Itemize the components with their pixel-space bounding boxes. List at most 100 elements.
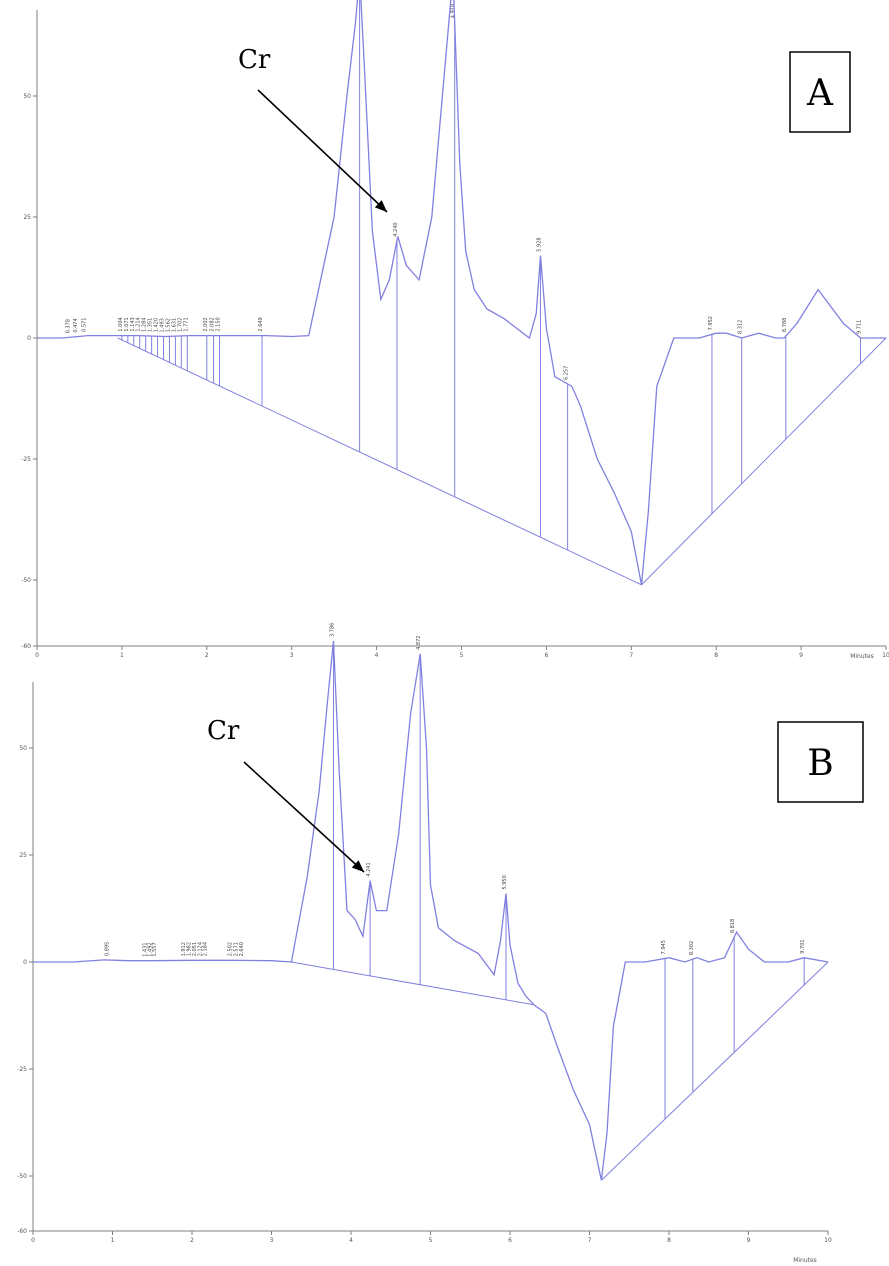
cr-annotation: Cr <box>238 45 271 75</box>
y-tick-label: 0 <box>27 335 31 342</box>
x-tick-label: 6 <box>508 1237 512 1244</box>
cr-arrow-line <box>257 89 388 213</box>
y-tick-label: 0 <box>23 959 27 966</box>
peak-label: 1.431 <box>143 942 149 956</box>
peak-label: 1.631 <box>171 318 177 332</box>
x-tick-label: 8 <box>714 652 718 659</box>
peak-label: 3.786 <box>330 623 336 637</box>
peak-label: 2.082 <box>210 317 216 331</box>
baseline-segment <box>601 961 829 1181</box>
x-axis-label: Minutes <box>850 653 874 660</box>
peak-label: 2.502 <box>228 942 234 956</box>
y-tick-label: -25 <box>17 1066 27 1073</box>
x-tick-label: 7 <box>588 1237 592 1244</box>
y-tick-label: -50 <box>17 1173 27 1180</box>
peak-label: 9.711 <box>857 320 863 334</box>
baseline-segment <box>291 961 534 1006</box>
peak-label: 2.184 <box>202 942 208 956</box>
peak-label: 2.124 <box>198 942 204 956</box>
x-tick-label: 3 <box>270 1237 274 1244</box>
x-tick-label: 10 <box>824 1237 832 1244</box>
peak-label: 1.420 <box>154 318 160 332</box>
x-tick-label: 5 <box>460 652 464 659</box>
baseline-segment <box>117 337 642 586</box>
peak-label: 2.640 <box>239 942 245 956</box>
peak-label: 1.493 <box>160 318 166 332</box>
peak-label: 1.912 <box>181 942 187 956</box>
y-tick-label: -25 <box>21 456 31 463</box>
x-tick-label: 1 <box>120 652 124 659</box>
peak-label: 0.474 <box>73 318 79 332</box>
peak-label: 2.571 <box>233 942 239 956</box>
peak-label: 1.284 <box>142 318 148 332</box>
x-tick-label: 10 <box>882 652 889 659</box>
x-tick-label: 8 <box>667 1237 671 1244</box>
peak-label: 5.950 <box>502 875 508 889</box>
peak-label: 0.378 <box>65 319 71 333</box>
cr-annotation: Cr <box>207 716 240 746</box>
x-tick-label: 2 <box>190 1237 194 1244</box>
chromatogram-trace <box>37 0 886 585</box>
peak-label: 5.928 <box>536 237 542 251</box>
peak-label: 0.571 <box>81 317 87 331</box>
cr-arrow-head <box>374 200 387 212</box>
x-tick-label: 6 <box>544 652 548 659</box>
peak-label: 2.150 <box>216 317 222 331</box>
peak-label: 2.649 <box>258 317 264 331</box>
peak-label: 9.701 <box>800 939 806 953</box>
peak-label: 4.240 <box>393 222 399 236</box>
x-tick-label: 0 <box>35 652 39 659</box>
y-tick-label: -60 <box>17 1228 27 1235</box>
panel-label-box <box>777 721 864 803</box>
x-tick-label: 5 <box>429 1237 433 1244</box>
x-tick-label: 3 <box>290 652 294 659</box>
chromatogram-trace <box>33 640 829 1181</box>
baseline-segment <box>641 337 887 586</box>
peak-label: 7.945 <box>661 940 667 954</box>
peak-label: 8.302 <box>689 941 695 955</box>
cr-arrow-line <box>243 761 365 873</box>
x-tick-label: 9 <box>747 1237 751 1244</box>
y-tick-label: -50 <box>21 577 31 584</box>
peak-label: 1.143 <box>130 317 136 331</box>
y-tick-label: 25 <box>23 214 31 221</box>
x-tick-label: 4 <box>349 1237 353 1244</box>
peak-label: 0.895 <box>105 942 111 956</box>
cr-arrow-head <box>351 860 364 872</box>
y-tick-label: 50 <box>19 745 27 752</box>
peak-label: 4.241 <box>366 862 372 876</box>
peak-label: 1.702 <box>177 318 183 332</box>
peak-label: 8.818 <box>730 919 736 933</box>
peak-label: 2.002 <box>203 317 209 331</box>
x-tick-label: 4 <box>375 652 379 659</box>
peak-label: 1.982 <box>186 942 192 956</box>
peak-label: 8.788 <box>782 318 788 332</box>
peak-label: 2.051 <box>192 942 198 956</box>
peak-label: 6.257 <box>564 366 570 380</box>
peak-label: 1.492 <box>147 942 153 956</box>
peak-label: 4.872 <box>416 636 422 650</box>
x-tick-label: 1 <box>111 1237 115 1244</box>
peak-label: 1.214 <box>136 317 142 331</box>
peak-label: 1.771 <box>183 317 189 331</box>
x-axis-label: Minutes <box>793 1257 817 1264</box>
x-tick-label: 9 <box>799 652 803 659</box>
panel-label-box <box>789 51 851 133</box>
peak-label: 7.952 <box>708 316 714 330</box>
peak-label: 1.071 <box>124 317 130 331</box>
y-tick-label: 50 <box>23 93 31 100</box>
peak-label: 1.557 <box>152 942 158 956</box>
peak-label: 1.004 <box>118 317 124 331</box>
panel-label: B <box>807 743 833 784</box>
panel-label: A <box>806 73 834 114</box>
x-tick-label: 7 <box>629 652 633 659</box>
peak-label: 1.351 <box>148 318 154 332</box>
y-tick-label: 25 <box>19 852 27 859</box>
x-tick-label: 0 <box>31 1237 35 1244</box>
peak-label: 1.562 <box>165 318 171 332</box>
peak-label: 8.312 <box>738 320 744 334</box>
x-tick-label: 2 <box>205 652 209 659</box>
